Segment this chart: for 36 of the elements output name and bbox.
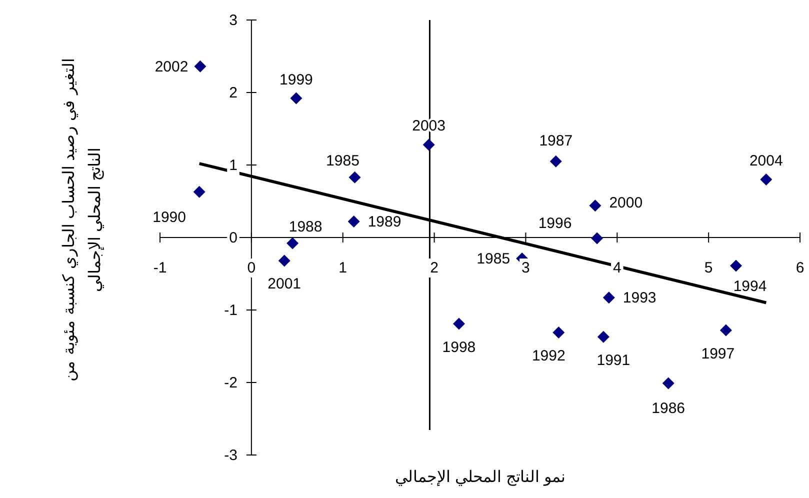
y-tick-label: -2 bbox=[224, 374, 238, 392]
y-tick-label: 3 bbox=[229, 12, 238, 29]
x-tick-label: -1 bbox=[153, 260, 167, 276]
point bbox=[286, 237, 299, 250]
x-tick-label: 4 bbox=[612, 260, 622, 276]
y-tick-label: -3 bbox=[224, 447, 238, 464]
x-tick-label: 5 bbox=[704, 260, 713, 276]
point bbox=[194, 60, 206, 72]
point bbox=[730, 260, 742, 272]
point bbox=[278, 254, 290, 267]
point bbox=[348, 216, 360, 228]
x-tick-label: 0 bbox=[247, 260, 256, 276]
point bbox=[552, 326, 565, 338]
point bbox=[422, 138, 435, 151]
y-tick-label: 1 bbox=[229, 157, 238, 174]
point bbox=[597, 330, 610, 343]
y-tick-label: -1 bbox=[224, 302, 238, 319]
point bbox=[760, 174, 772, 186]
x-tick-label: 2 bbox=[430, 260, 438, 276]
point bbox=[589, 200, 602, 212]
x-axis-title: نمو الناتج المحلي الإجمالي bbox=[394, 467, 566, 486]
y-tick-label: 2 bbox=[229, 84, 238, 102]
point bbox=[662, 377, 674, 390]
point bbox=[550, 155, 562, 168]
point bbox=[602, 292, 615, 304]
point bbox=[193, 186, 206, 198]
point bbox=[348, 171, 361, 184]
x-tick-label: 1 bbox=[338, 260, 348, 276]
x-tick-label: 6 bbox=[796, 260, 804, 276]
y-tick-label: 0 bbox=[229, 230, 238, 246]
point bbox=[720, 324, 732, 336]
y-axis-title: التغير في رصيد الحساب الجاري كنسبة مئوية من الناتج المحلي الإجمالي bbox=[58, 58, 105, 384]
x-tick-label: 3 bbox=[522, 260, 530, 276]
point bbox=[452, 318, 465, 330]
point bbox=[290, 92, 302, 104]
point bbox=[591, 232, 604, 244]
